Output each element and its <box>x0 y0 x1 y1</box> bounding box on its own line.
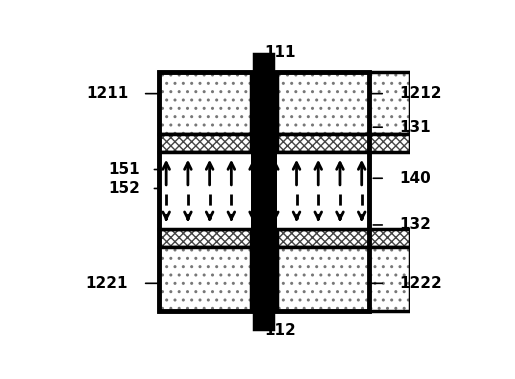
Bar <box>251 152 277 229</box>
Text: 152: 152 <box>108 181 140 196</box>
Bar <box>277 72 410 135</box>
Text: 140: 140 <box>400 171 432 186</box>
Text: 151: 151 <box>108 162 140 177</box>
Text: 132: 132 <box>400 218 432 232</box>
Bar <box>159 72 251 135</box>
Bar <box>159 247 251 311</box>
Bar <box>277 135 410 152</box>
Bar <box>277 229 410 247</box>
Bar <box>159 72 251 135</box>
Text: 1221: 1221 <box>85 276 128 291</box>
Bar <box>254 54 273 72</box>
Bar <box>251 72 277 311</box>
Bar <box>159 135 251 152</box>
Bar <box>254 311 273 329</box>
Bar <box>277 72 410 135</box>
Bar <box>159 135 251 152</box>
Text: 111: 111 <box>264 45 296 60</box>
Bar <box>277 135 410 152</box>
Bar <box>159 247 251 311</box>
Bar <box>159 72 369 311</box>
Bar <box>159 229 251 247</box>
Bar <box>159 152 369 229</box>
Text: 1222: 1222 <box>400 276 442 291</box>
Text: 131: 131 <box>400 120 431 135</box>
Bar <box>277 247 410 311</box>
Bar <box>277 247 410 311</box>
Bar <box>277 229 410 247</box>
Text: 1212: 1212 <box>400 86 442 101</box>
Bar <box>159 229 251 247</box>
Text: 1211: 1211 <box>86 86 128 101</box>
Text: 112: 112 <box>264 323 296 338</box>
